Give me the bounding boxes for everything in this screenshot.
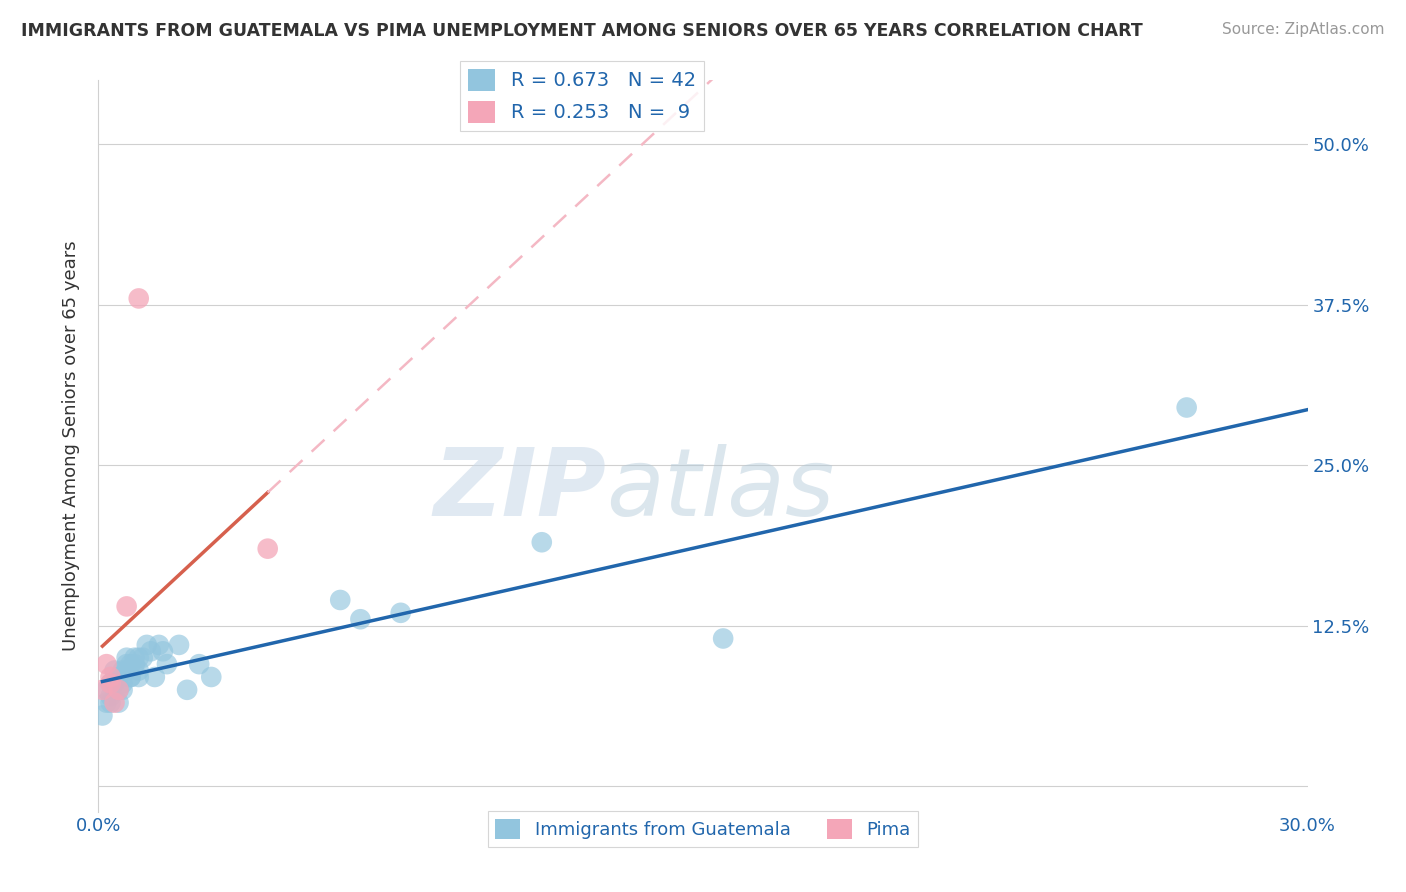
Point	[124, 657, 146, 672]
Point	[115, 650, 138, 665]
Point	[128, 670, 150, 684]
Y-axis label: Unemployment Among Seniors over 65 years: Unemployment Among Seniors over 65 years	[62, 241, 80, 651]
Point	[100, 670, 122, 684]
Point	[107, 682, 129, 697]
Text: Source: ZipAtlas.com: Source: ZipAtlas.com	[1222, 22, 1385, 37]
Point	[103, 676, 125, 690]
Point	[91, 682, 114, 697]
Point	[103, 696, 125, 710]
Point	[100, 676, 122, 690]
Point	[91, 708, 114, 723]
Point	[389, 606, 412, 620]
Point	[120, 670, 142, 684]
Point	[135, 638, 157, 652]
Point	[107, 682, 129, 697]
Point	[132, 650, 155, 665]
Text: ZIP: ZIP	[433, 444, 606, 536]
Point	[96, 696, 118, 710]
Point	[128, 650, 150, 665]
Point	[167, 638, 190, 652]
Legend: Immigrants from Guatemala, Pima: Immigrants from Guatemala, Pima	[488, 812, 918, 847]
Point	[148, 638, 170, 652]
Point	[115, 657, 138, 672]
Point	[200, 670, 222, 684]
Point	[115, 599, 138, 614]
Point	[120, 670, 142, 684]
Point	[103, 664, 125, 678]
Point	[128, 664, 150, 678]
Point	[111, 682, 134, 697]
Point	[100, 676, 122, 690]
Point	[128, 292, 150, 306]
Point	[100, 696, 122, 710]
Point	[152, 644, 174, 658]
Text: IMMIGRANTS FROM GUATEMALA VS PIMA UNEMPLOYMENT AMONG SENIORS OVER 65 YEARS CORRE: IMMIGRANTS FROM GUATEMALA VS PIMA UNEMPL…	[21, 22, 1143, 40]
Point	[100, 690, 122, 704]
Point	[711, 632, 734, 646]
Point	[115, 664, 138, 678]
Point	[1175, 401, 1198, 415]
Point	[530, 535, 553, 549]
Text: atlas: atlas	[606, 444, 835, 535]
Point	[96, 657, 118, 672]
Point	[188, 657, 211, 672]
Point	[120, 657, 142, 672]
Point	[124, 650, 146, 665]
Point	[96, 682, 118, 697]
Point	[156, 657, 179, 672]
Point	[349, 612, 371, 626]
Point	[111, 676, 134, 690]
Point	[256, 541, 278, 556]
Point	[139, 644, 162, 658]
Point	[107, 670, 129, 684]
Point	[329, 593, 352, 607]
Point	[143, 670, 166, 684]
Point	[176, 682, 198, 697]
Point	[107, 696, 129, 710]
Point	[111, 664, 134, 678]
